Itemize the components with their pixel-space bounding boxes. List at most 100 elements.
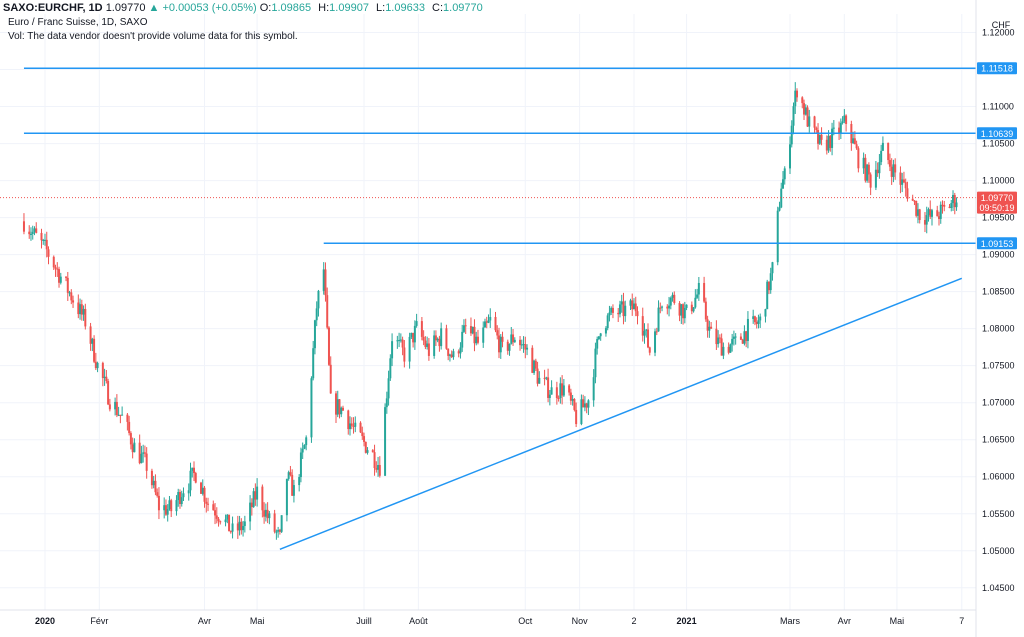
candle-body — [285, 478, 288, 516]
symbol-label[interactable]: SAXO:EURCHF, 1D — [3, 2, 103, 14]
series-legend[interactable]: Euro / Franc Suisse, 1D, SAXO — [8, 17, 148, 28]
candle-body — [217, 518, 220, 522]
candle-body — [354, 422, 357, 427]
candle-body — [29, 233, 32, 235]
candle-body — [180, 497, 183, 505]
candle-body — [938, 216, 940, 219]
candle-body — [643, 330, 646, 336]
candle-body — [361, 432, 364, 437]
ohlc-header: SAXO:EURCHF, 1D 1.09770 ▲ +0.00053 (+0.0… — [0, 0, 1024, 16]
time-tick-label: Oct — [518, 616, 533, 626]
currency-label: CHF — [992, 20, 1011, 30]
low-value: 1.09633 — [385, 2, 425, 14]
candle-body — [923, 220, 926, 225]
candle-body — [727, 346, 730, 353]
candle-body — [538, 377, 541, 384]
time-axis[interactable]: 2020 Févr Avr Mai Juill Août Oct Nov 2 2021 Mars Av… — [0, 609, 976, 626]
candle-body — [249, 502, 252, 522]
candle-body — [815, 127, 818, 130]
candle-body — [291, 474, 294, 496]
price-axis[interactable]: CHF1.120001.115001.110001.105001.100001.… — [975, 0, 1015, 637]
candle-body — [911, 198, 914, 201]
candle-body — [513, 339, 516, 343]
time-tick-label: Mai — [890, 616, 905, 626]
candle-body — [913, 200, 916, 202]
candle-body — [424, 340, 427, 347]
candle-body — [266, 509, 269, 519]
candle-body — [803, 103, 806, 115]
horizontal-lines-layer[interactable] — [23, 67, 976, 245]
candle-body — [804, 107, 807, 115]
candle-body — [473, 326, 476, 344]
candle-body — [178, 492, 181, 505]
candle-body — [68, 292, 71, 294]
candle-body — [189, 470, 192, 491]
candle-body — [778, 207, 781, 211]
candle-body — [929, 209, 932, 217]
candle-body — [655, 331, 658, 333]
chart-grid — [0, 14, 976, 610]
close-label: C: — [432, 2, 444, 14]
candle-body — [580, 399, 583, 425]
candle-body — [310, 378, 313, 438]
candle-body — [252, 491, 255, 508]
time-tick-label: Avr — [198, 616, 211, 626]
candle-body — [818, 134, 821, 144]
candle-body — [364, 441, 367, 453]
candle-body — [91, 338, 94, 344]
time-tick-label: Avr — [838, 616, 851, 626]
candle-body — [378, 465, 381, 476]
candle-body — [608, 312, 611, 316]
candle-body — [264, 509, 267, 517]
candle-body — [42, 239, 45, 241]
candle-body — [752, 316, 755, 319]
candle-body — [126, 414, 129, 422]
candle-body — [599, 333, 602, 337]
price-tick-label: 1.06000 — [982, 472, 1015, 482]
candle-body — [268, 513, 271, 519]
candle-body — [916, 209, 919, 216]
candle-body — [562, 385, 565, 396]
candle-body — [510, 334, 513, 344]
candle-body — [571, 398, 574, 401]
candle-body — [254, 491, 257, 500]
candle-body — [426, 343, 429, 347]
price-tick-label: 1.09500 — [982, 213, 1015, 223]
candle-body — [561, 383, 564, 396]
candle-body — [322, 269, 325, 291]
candle-body — [550, 387, 553, 395]
candle-body — [501, 336, 504, 342]
candle-body — [313, 320, 316, 349]
candle-body — [887, 142, 890, 161]
candle-body — [201, 487, 204, 494]
candle-body — [289, 472, 292, 475]
candle-body — [683, 307, 686, 319]
candle-body — [729, 344, 732, 353]
candle-body — [410, 332, 413, 337]
candle-body — [620, 301, 623, 305]
candle-body — [682, 304, 685, 319]
time-tick-label: Juill — [356, 616, 372, 626]
candles-layer — [22, 82, 958, 540]
candle-body — [412, 332, 415, 343]
candle-body — [154, 480, 157, 493]
candle-body — [287, 472, 290, 479]
candle-body — [838, 127, 841, 134]
price-tick-label: 1.07000 — [982, 398, 1015, 408]
candle-body — [163, 505, 166, 511]
candle-body — [866, 164, 869, 181]
time-tick-label: 2021 — [677, 616, 697, 626]
candle-body — [457, 351, 460, 354]
candle-body — [33, 228, 36, 232]
trend-line[interactable] — [279, 277, 963, 550]
candle-body — [200, 482, 203, 494]
candle-body — [796, 90, 799, 98]
candle-body — [471, 326, 474, 334]
candle-body — [548, 394, 551, 398]
candle-body — [789, 144, 791, 169]
candle-body — [512, 334, 515, 343]
candle-body — [203, 487, 206, 502]
candle-body — [243, 521, 246, 527]
